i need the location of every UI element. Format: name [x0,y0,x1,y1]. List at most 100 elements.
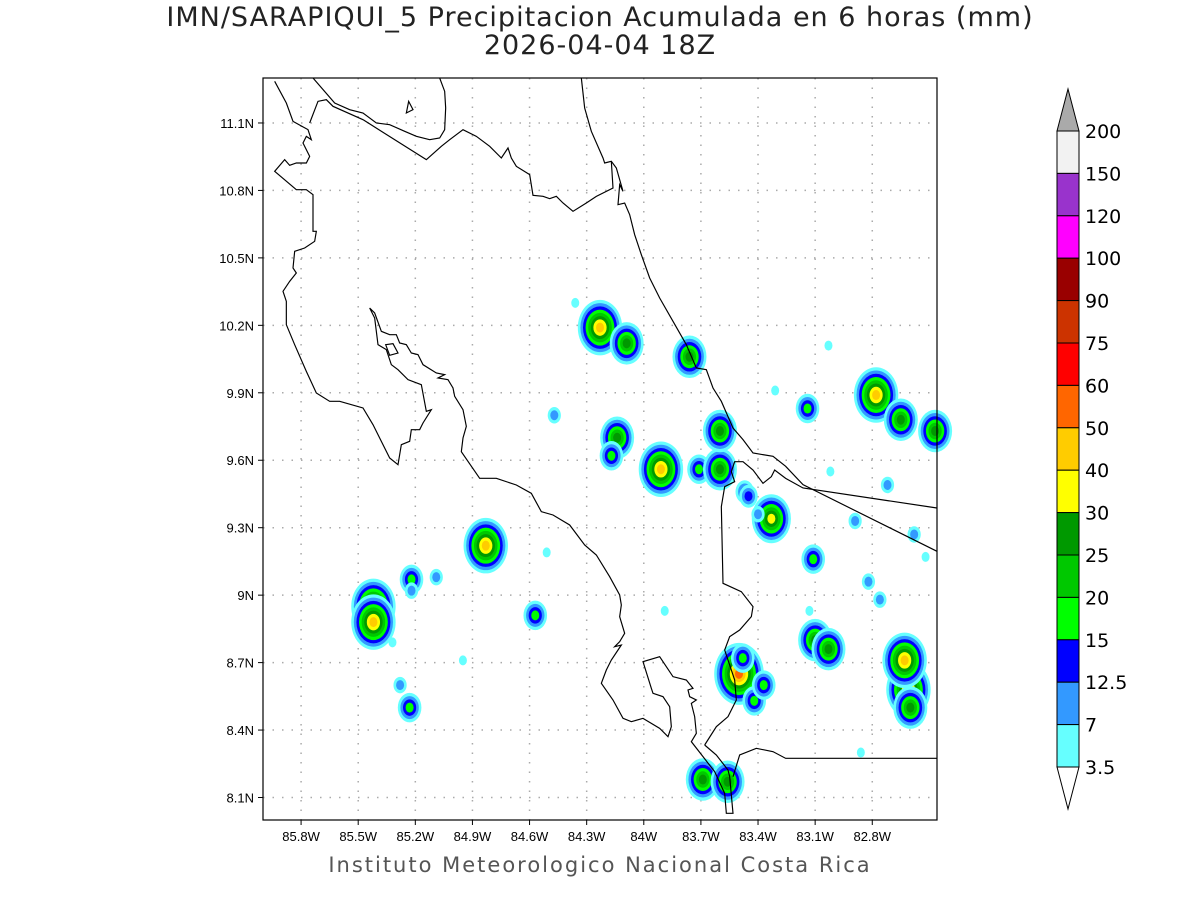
map-title: IMN/SARAPIQUI_5 Precipitacion Acumulada … [166,2,1034,33]
coastline-caribbean [580,78,937,552]
lat-tick-label: 9.3N [227,521,254,536]
precip-cell [795,393,820,424]
precip-cell [547,407,561,424]
precip-cell [599,440,624,471]
precip-cell [861,573,876,590]
precip-contour [571,297,580,308]
colorbar-box [1056,512,1080,556]
island-lake [405,99,414,115]
coastline-pacific [273,81,734,814]
precip-contour [715,464,724,475]
precip-cell [826,466,835,477]
precip-contour [883,479,892,490]
precip-cell [873,591,887,608]
coastline [273,78,937,814]
lat-tick-label: 9.9N [227,386,254,401]
precip-contour [407,585,416,596]
lat-tick-label: 9N [237,588,254,603]
border-nicaragua [362,119,614,213]
colorbar-label: 200 [1085,121,1121,143]
precip-cell [739,484,758,508]
lon-tick-label: 84.9W [454,829,492,844]
precip-cell [751,494,791,544]
precip-cell [429,568,443,586]
precip-contour [872,390,881,401]
precip-cell [848,512,862,530]
colorbar-box [1056,215,1080,259]
lon-tick-label: 84.6W [511,829,549,844]
precip-contour [622,338,631,349]
colorbar-label: 120 [1085,206,1121,228]
colorbar-box [1056,257,1080,302]
colorbar-box [1056,172,1080,217]
lat-tick-label: 10.8N [219,183,254,198]
precip-contour [542,547,551,558]
precip-contour [656,464,665,475]
lon-tick-label: 84W [630,829,657,844]
precip-cell [811,627,846,671]
lat-tick-label: 11.1N [220,116,254,131]
colorbar-label: 90 [1085,291,1109,313]
precip-cell [399,564,424,595]
precip-contour [805,605,814,616]
precip-contour [875,594,884,605]
lon-tick-label: 85.5W [339,829,377,844]
precip-contour [458,655,467,666]
colorbar-label: 12.5 [1085,672,1127,694]
map-valid-time: 2026-04-04 18Z [483,30,717,61]
precip-contour [744,491,753,502]
colorbar-box [1056,300,1080,344]
lat-tick-label: 9.6N [227,453,254,468]
precip-cell [921,551,930,562]
precip-contour [685,351,694,362]
lon-tick-label: 83.7W [682,829,720,844]
coastline-panama-pacific [732,747,937,777]
precip-contour [824,340,833,351]
island-chira [384,343,399,357]
colorbar-box [1056,724,1080,768]
precip-contour [660,605,669,616]
precip-cell [710,760,745,804]
precip-contour [910,529,919,540]
precip-contour [698,774,707,785]
lon-tick-label: 84.3W [568,829,606,844]
colorbar-under-triangle [1056,766,1080,811]
colorbar-box [1056,427,1080,471]
colorbar-label: 50 [1085,418,1109,440]
colorbar-box [1056,596,1080,641]
colorbar-label: 25 [1085,545,1109,567]
precip-cell [702,447,737,491]
precip-cell [393,676,407,694]
precip-contour [369,617,378,628]
lon-tick-label: 82.8W [853,829,891,844]
colorbar-box [1056,469,1080,514]
precip-contour [750,695,759,706]
precip-contour [759,680,768,691]
precip-contour [864,576,873,587]
precip-cell [730,643,755,673]
precip-cell [388,637,397,648]
precip-contour [405,702,414,713]
precip-cell [805,605,814,616]
precip-contour [856,747,865,758]
precip-contour [851,515,860,526]
precip-cell [458,655,467,666]
axis-ticks: 11.1N 10.8N 10.5N 10.2N 9.9N 9.6N 9.3N 9N 8.7N 8.… [219,116,891,844]
precipitation-cells [351,297,953,804]
precip-cell [751,670,776,700]
precip-contour [900,655,909,666]
precip-cell [672,335,707,379]
precip-contour [388,637,397,648]
precip-contour [695,464,704,475]
lat-tick-label: 10.2N [219,318,254,333]
border-panama [704,461,937,746]
lon-tick-label: 85.8W [282,829,320,844]
precip-cell [883,398,918,442]
precip-contour [715,426,724,437]
precip-contour [896,414,905,425]
lon-tick-label: 85.2W [397,829,435,844]
precip-contour [803,403,812,414]
precip-cell [463,517,508,574]
lat-tick-label: 8.4N [227,723,254,738]
precip-contour [906,702,915,713]
